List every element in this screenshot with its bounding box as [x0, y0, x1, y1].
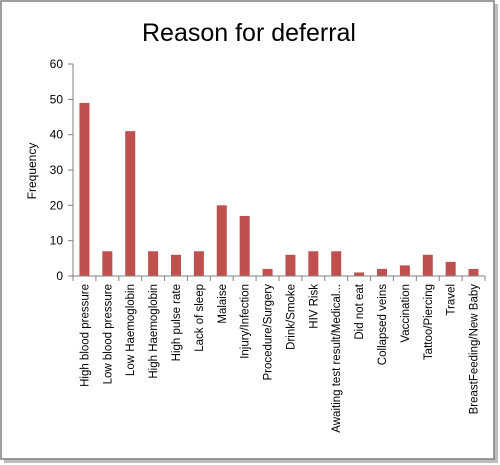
category-label: Lack of sleep: [194, 284, 206, 352]
bar: [377, 268, 387, 276]
bar: [331, 251, 342, 276]
y-tick-label: 20: [50, 198, 64, 212]
bar: [102, 251, 113, 276]
bar: [285, 254, 296, 276]
category-label: Collapsed veins: [377, 284, 389, 365]
bar: [79, 102, 90, 276]
y-axis-label: Frequency: [25, 143, 39, 200]
chart-title: Reason for deferral: [142, 19, 356, 47]
category-label: High pulse rate: [171, 284, 183, 361]
bar: [239, 215, 250, 276]
y-tick-label: 10: [50, 234, 64, 248]
y-tick-label: 50: [50, 92, 64, 106]
category-label: Injury/Infection: [240, 284, 252, 359]
axes: [72, 64, 485, 277]
y-tick-label: 0: [56, 269, 63, 283]
y-tick-label: 60: [50, 57, 64, 71]
category-label: Tattoo/Piercing: [423, 284, 435, 360]
category-label: Did not eat: [354, 283, 366, 339]
bar: [125, 131, 136, 276]
category-label: Low blood pressure: [102, 284, 114, 384]
category-label: High Haemoglobin: [148, 284, 160, 379]
bar: [262, 268, 273, 276]
bar: [445, 261, 456, 276]
category-label: High blood pressure: [79, 284, 91, 387]
category-label: Awaiting test result/Medical...: [331, 284, 343, 433]
category-label: Vaccination: [400, 284, 412, 343]
bar: [468, 268, 479, 276]
bar: [399, 265, 410, 276]
category-label: HIV Risk: [308, 284, 320, 329]
category-label: Travel: [446, 284, 458, 316]
bar: [354, 272, 365, 276]
category-label: Malaise: [217, 284, 229, 324]
bar: [193, 251, 204, 276]
x-axis-tick-marks: [72, 276, 486, 281]
category-label: Drink/Smoke: [285, 284, 297, 350]
category-label: Low Haemoglobin: [125, 284, 137, 376]
bars-group: [79, 102, 479, 276]
bar: [171, 254, 181, 276]
y-tick-label: 40: [50, 128, 64, 142]
category-label: Procedure/Surgery: [263, 284, 275, 381]
category-labels: High blood pressure Low blood pressure Low…: [79, 283, 480, 433]
bar: [148, 251, 159, 276]
category-label: BreastFeeding/New Baby: [469, 284, 481, 415]
bar: [308, 251, 319, 276]
y-tick-label: 30: [50, 163, 64, 177]
bar: [216, 205, 227, 276]
bar: [422, 254, 433, 276]
y-axis-ticks: 0 10 20 30 40 50 60: [50, 57, 73, 283]
